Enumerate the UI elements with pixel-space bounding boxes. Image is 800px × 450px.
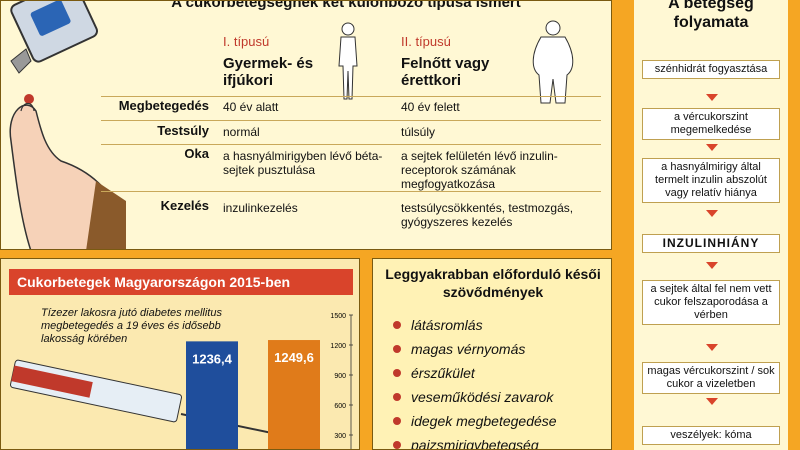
chart-title: Cukorbetegek Magyarországon 2015-ben (9, 269, 353, 295)
disease-process-panel: A betegség folyamata szénhidrát fogyaszt… (622, 0, 800, 450)
row-label-treatment: Kezelés (160, 198, 209, 213)
process-step: a hasnyálmirigy által termelt inzulin ab… (642, 158, 780, 203)
type1-cause: a hasnyálmirigyben lévő béta-sejtek pusz… (223, 149, 383, 177)
bar (186, 341, 238, 449)
y-tick-label: 1200 (330, 343, 346, 350)
type2-onset: 40 év felett (401, 100, 460, 114)
types-title: A cukorbetegségnek két különböző típusa … (171, 0, 521, 11)
y-tick-label: 300 (334, 433, 346, 440)
bullet-icon (393, 321, 401, 329)
type1-label: I. típusú (223, 34, 270, 49)
bar-value-label: 1249,6 (274, 350, 314, 365)
complication-item: veseműködési zavarok (391, 387, 605, 411)
complications-panel: Leggyakrabban előforduló késői szövődmén… (372, 258, 612, 450)
bullet-icon (393, 441, 401, 449)
bar-chart: 1236,4 1249,6 1500 1200 900 600 300 (10, 313, 353, 449)
bullet-icon (393, 393, 401, 401)
slim-body-icon (338, 22, 358, 100)
row-label-onset: Megbetegedés (118, 98, 209, 113)
down-arrow-icon (706, 262, 718, 269)
y-tick-label: 900 (334, 373, 346, 380)
type1-onset: 40 év alatt (223, 100, 279, 114)
row-label-weight: Testsúly (157, 123, 209, 138)
bullet-icon (393, 345, 401, 353)
process-step: magas vércukorszint / sok cukor a vizele… (642, 362, 780, 394)
complication-item: magas vérnyomás (391, 339, 605, 363)
complication-item: látásromlás (391, 315, 605, 339)
type2-cause: a sejtek felületén lévő inzulin-receptor… (401, 149, 558, 191)
insulin-pen-hand-illustration (9, 1, 126, 249)
chart-note: Tízezer lakosra jutó diabetes mellitus m… (41, 307, 222, 345)
type1-treatment: inzulinkezelés (223, 201, 298, 215)
down-arrow-icon (706, 344, 718, 351)
down-arrow-icon (706, 94, 718, 101)
diabetes-types-panel: A cukorbetegségnek két különböző típusa … (0, 0, 612, 250)
chart-panel: Cukorbetegek Magyarországon 2015-ben Tíz… (0, 258, 360, 450)
bar-value-label: 1236,4 (192, 351, 233, 366)
overweight-body-icon (532, 20, 574, 104)
row-label-cause: Oka (184, 146, 209, 161)
type1-subtitle: Gyermek- és ifjúkori (223, 55, 314, 89)
process-step: a sejtek által fel nem vett cukor felsza… (642, 280, 780, 325)
process-step-key: INZULINHIÁNY (642, 234, 780, 253)
bar (268, 340, 320, 449)
type2-label: II. típusú (401, 34, 451, 49)
complication-item: pajzsmirigybetegség (391, 435, 605, 449)
process-title: A betegség folyamata (668, 0, 754, 31)
type2-treatment: testsúlycsökkentés, testmozgás, gyógysze… (401, 201, 574, 229)
bullet-icon (393, 369, 401, 377)
down-arrow-icon (706, 398, 718, 405)
process-step: a vércukorszint megemelkedése (642, 108, 780, 140)
y-tick-label: 600 (334, 403, 346, 410)
down-arrow-icon (706, 144, 718, 151)
type2-weight: túlsúly (401, 125, 436, 139)
type1-weight: normál (223, 125, 260, 139)
complication-item: érszűkület (391, 363, 605, 387)
syringe-illustration (10, 359, 292, 438)
y-tick-label: 1500 (330, 313, 346, 320)
down-arrow-icon (706, 210, 718, 217)
process-step: veszélyek: kóma (642, 426, 780, 445)
complications-title: Leggyakrabban előforduló késői szövődmén… (385, 266, 601, 300)
type2-subtitle: Felnőtt vagy érettkori (401, 55, 490, 89)
process-step: szénhidrát fogyasztása (642, 60, 780, 79)
bullet-icon (393, 417, 401, 425)
complication-item: idegek megbetegedése (391, 411, 605, 435)
complications-list: látásromlás magas vérnyomás érszűkület v… (391, 315, 605, 449)
